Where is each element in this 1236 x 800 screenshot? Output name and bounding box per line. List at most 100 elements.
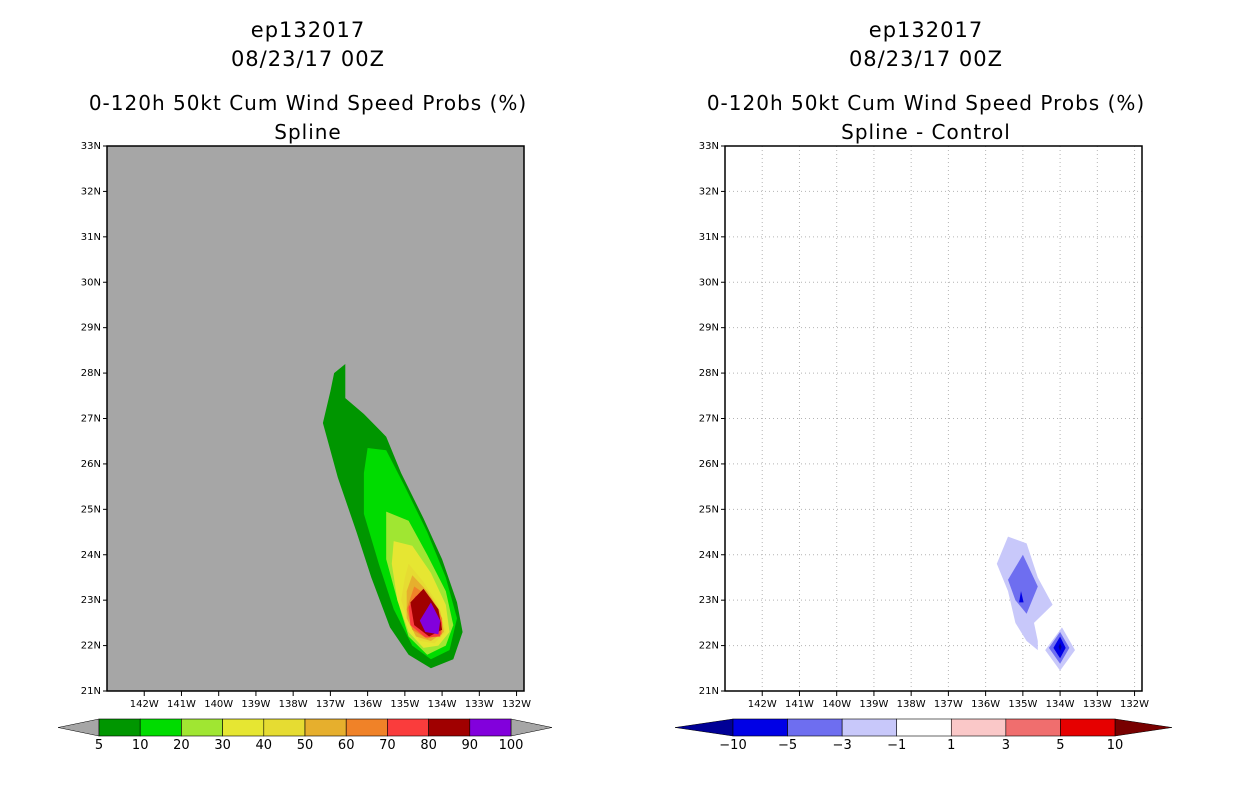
left-colorbar-label: 70	[379, 738, 396, 753]
right-x-tick-label: 134W	[1046, 699, 1075, 710]
left-x-tick-label: 138W	[279, 699, 308, 710]
left-contour-90	[419, 602, 441, 635]
left-colorbar-label: 100	[499, 738, 524, 753]
left-x-tick-label: 139W	[241, 699, 270, 710]
right-colorbar-swatch	[841, 718, 898, 737]
right-y-tick-label: 21N	[699, 686, 719, 697]
left-colorbar-swatch	[181, 718, 223, 737]
right-colorbar-label: −5	[778, 738, 797, 753]
left-y-tick-label: 29N	[81, 323, 101, 334]
right-colorbar-label: −10	[719, 738, 746, 753]
left-y-tick-label: 21N	[81, 686, 101, 697]
left-colorbar-swatch	[428, 718, 471, 737]
left-x-tick-label: 141W	[167, 699, 196, 710]
right-colorbar-label: 1	[947, 738, 955, 753]
right-colorbar-swatch	[1060, 718, 1116, 737]
right-contour-neg10	[1058, 642, 1062, 651]
left-colorbar-right-end	[510, 718, 553, 737]
left-y-tick-label: 31N	[81, 232, 101, 243]
left-colorbar-label: 60	[338, 738, 355, 753]
left-plot-area	[107, 146, 524, 691]
right-contour-neg5	[1019, 591, 1024, 603]
left-colorbar-left-end	[57, 718, 100, 737]
left-colorbar-swatch	[263, 718, 306, 737]
left-y-tick-label: 25N	[81, 504, 101, 515]
right-subtitle: Spline - Control	[841, 120, 1011, 144]
left-colorbar-label: 80	[420, 738, 437, 753]
left-subtitle: Spline	[274, 120, 342, 144]
left-x-tick-label: 135W	[390, 699, 419, 710]
right-y-tick-label: 25N	[699, 504, 719, 515]
left-y-tick-label: 22N	[81, 641, 101, 652]
left-colorbar-label: 5	[95, 738, 103, 753]
left-colorbar-swatch	[469, 718, 512, 737]
right-y-tick-label: 31N	[699, 232, 719, 243]
right-y-tick-label: 23N	[699, 595, 719, 606]
left-colorbar-swatch	[222, 718, 265, 737]
left-colorbar-swatch	[98, 718, 141, 737]
right-map: 142W 141W 140W 139W 138W 137W 136W 135W 134W 133W…	[674, 141, 1173, 753]
left-colorbar-swatch	[304, 718, 347, 737]
right-x-tick-label: 139W	[859, 699, 888, 710]
right-y-tick-label: 27N	[699, 414, 719, 425]
right-panel: ep132017 08/23/17 00Z 0-120h 50kt Cum Wi…	[618, 0, 1236, 800]
left-colorbar-swatch	[387, 718, 429, 737]
right-y-tick-label: 32N	[699, 186, 719, 197]
left-colorbar-swatch	[345, 718, 388, 737]
right-y-tick-label: 28N	[699, 368, 719, 379]
right-y-tick-label: 22N	[699, 641, 719, 652]
left-colorbar-label: 40	[256, 738, 273, 753]
left-y-tick-label: 32N	[81, 186, 101, 197]
right-colorbar-label: 3	[1002, 738, 1010, 753]
left-y-tick-label: 30N	[81, 277, 101, 288]
left-y-tick-label: 24N	[81, 550, 101, 561]
left-x-tick-label: 137W	[316, 699, 345, 710]
right-x-tick-label: 133W	[1083, 699, 1112, 710]
left-x-tick-label: 140W	[204, 699, 233, 710]
left-y-tick-label: 27N	[81, 414, 101, 425]
right-colorbar-swatch	[950, 718, 1007, 737]
left-y-tick-label: 23N	[81, 595, 101, 606]
right-colorbar-label: −3	[833, 738, 852, 753]
right-x-tick-label: 135W	[1008, 699, 1037, 710]
right-storm-id: ep132017	[868, 18, 984, 42]
right-colorbar-swatch	[1005, 718, 1061, 737]
right-colorbar-swatch	[732, 718, 788, 737]
right-colorbar-right-end	[1114, 718, 1173, 737]
left-colorbar-label: 50	[297, 738, 314, 753]
right-colorbar-left-end	[674, 718, 734, 737]
right-colorbar-label: 10	[1107, 738, 1124, 753]
left-x-tick-label: 133W	[465, 699, 494, 710]
left-x-tick-label: 132W	[502, 699, 531, 710]
right-title: 0-120h 50kt Cum Wind Speed Probs (%)	[706, 91, 1146, 115]
left-colorbar-swatch	[139, 718, 182, 737]
right-x-tick-label: 132W	[1120, 699, 1149, 710]
left-title: 0-120h 50kt Cum Wind Speed Probs (%)	[88, 91, 528, 115]
left-colorbar-label: 20	[173, 738, 190, 753]
right-x-tick-label: 138W	[897, 699, 926, 710]
right-y-tick-label: 33N	[699, 141, 719, 152]
right-x-tick-label: 136W	[971, 699, 1000, 710]
right-y-tick-label: 29N	[699, 323, 719, 334]
left-x-tick-label: 134W	[428, 699, 457, 710]
left-colorbar-label: 30	[214, 738, 231, 753]
left-colorbar-label: 90	[462, 738, 479, 753]
left-x-tick-label: 136W	[353, 699, 382, 710]
right-colorbar-label: −1	[887, 738, 906, 753]
right-y-tick-label: 24N	[699, 550, 719, 561]
right-x-tick-label: 137W	[934, 699, 963, 710]
left-storm-id: ep132017	[250, 18, 366, 42]
left-y-tick-label: 26N	[81, 459, 101, 470]
right-x-tick-label: 142W	[748, 699, 777, 710]
right-date: 08/23/17 00Z	[848, 47, 1004, 71]
left-x-tick-label: 142W	[130, 699, 159, 710]
left-y-tick-label: 33N	[81, 141, 101, 152]
right-y-tick-label: 26N	[699, 459, 719, 470]
right-x-tick-label: 140W	[822, 699, 851, 710]
right-colorbar-swatch	[896, 718, 952, 737]
left-y-tick-label: 28N	[81, 368, 101, 379]
left-map: 142W 141W 140W 139W 138W 137W 136W 135W 134W 133W…	[57, 141, 553, 753]
right-colorbar-swatch	[787, 718, 843, 737]
left-colorbar-label: 10	[132, 738, 149, 753]
right-colorbar-label: 5	[1056, 738, 1064, 753]
